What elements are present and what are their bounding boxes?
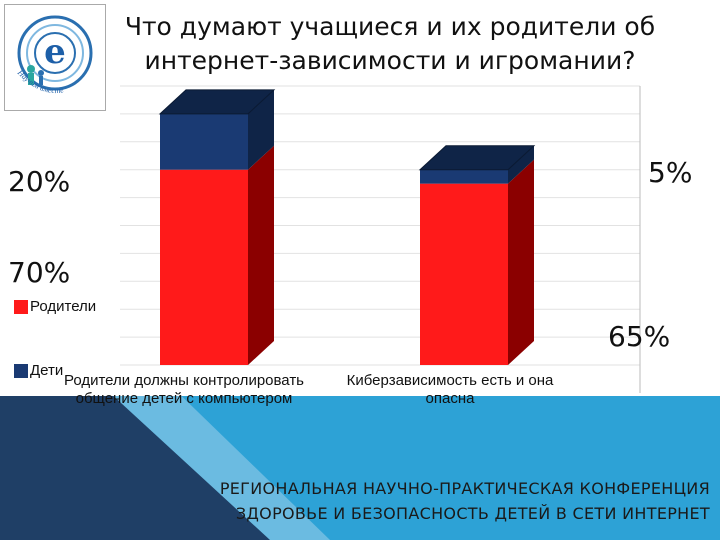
svg-text:e: e [44,32,66,72]
bar-parents-cat1 [160,169,248,365]
bar-parents-cat2 [420,183,508,365]
data-label-parents-cat1: 70% [8,256,71,289]
bar-side-children-cat1 [248,89,274,170]
legend-item-parents: Родители [14,298,96,315]
bar-top-cat2 [418,145,536,171]
data-label-children-cat1: 20% [8,165,71,198]
bar-top-cat1 [158,89,276,115]
legend-label-parents: Родители [30,298,97,315]
bar-children-cat2 [420,169,508,184]
page-title: Что думают учащиеся и их родители об инт… [110,10,670,78]
category-label-1-line-2: общение детей с компьютером [75,390,293,407]
category-label-1: Родители должны контролировать общение д… [44,372,324,408]
bar-side-parents-cat1 [248,145,274,365]
category-label-1-line-1: Родители должны контролировать [63,372,304,389]
bar-side-children-cat2 [508,145,534,184]
footer-line-2: ЗДОРОВЬЕ И БЕЗОПАСНОСТЬ ДЕТЕЙ В СЕТИ ИНТ… [235,504,710,523]
logo: e Научим вместе [4,4,106,111]
category-label-2-line-1: Киберзависимость есть и она [346,372,554,389]
stacked-bar-chart [120,85,641,393]
legend-swatch-children [14,363,28,378]
footer-line-1: РЕГИОНАЛЬНАЯ НАУЧНО-ПРАКТИЧЕСКАЯ КОНФЕРЕ… [219,479,710,498]
data-label-children-cat2: 5% [648,156,693,189]
bar-children-cat1 [160,113,248,170]
legend-swatch-parents [14,299,28,314]
category-label-2: Киберзависимость есть и она опасна [320,372,580,408]
conference-footer: РЕГИОНАЛЬНАЯ НАУЧНО-ПРАКТИЧЕСКАЯ КОНФЕРЕ… [190,476,710,526]
title-line-2: интернет-зависимости и игромании? [144,46,636,75]
legend-label-children: Дети [30,362,64,379]
title-line-1: Что думают учащиеся и их родители об [124,12,656,41]
data-label-parents-cat2: 65% [608,320,671,353]
category-label-2-line-2: опасна [425,390,475,407]
legend-item-children: Дети [14,362,63,379]
logo-icon: e Научим вместе [15,15,93,95]
bar-side-parents-cat2 [508,159,534,365]
